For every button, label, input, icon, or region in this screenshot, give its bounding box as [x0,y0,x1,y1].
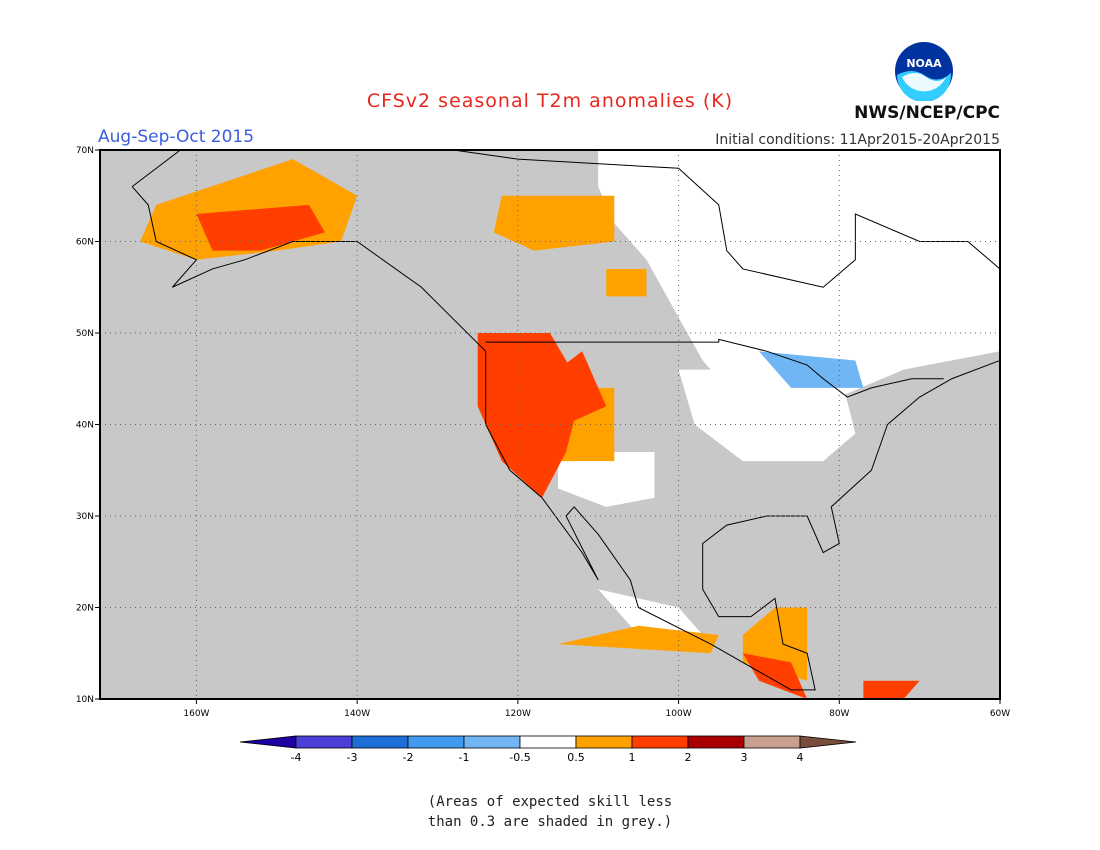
gridlines [100,150,1000,699]
legend-arrow-high [799,735,857,749]
orange-region-manitoba [606,268,647,297]
legend-label: -0.5 [509,751,530,764]
legend-box [407,735,465,749]
white-region-canada [598,150,1000,416]
lon-tick-label: 140W [344,709,370,719]
logo-text: NOAA [906,57,942,70]
legend-arrow-low [240,735,297,749]
lon-tick-label: 160W [183,709,209,719]
lat-tick-label: 60N [76,238,94,248]
legend-box [351,735,409,749]
orange-region-nwt [493,195,615,251]
noaa-logo: NOAA [895,42,953,101]
logo-gull [902,73,946,92]
agency-label: NWS/NCEP/CPC [854,103,1000,123]
red-region-colombia [863,680,920,699]
orange-region-pacific-mexico [558,625,719,654]
legend-box [519,735,577,749]
us-canada-border [485,338,944,398]
lon-tick-label: 80W [829,709,849,719]
red-region-great-basin [533,351,607,425]
lon-tick-label: 120W [505,709,531,719]
legend-box [687,735,745,749]
lon-tick-label: 100W [666,709,692,719]
lat-tick-label: 70N [76,146,94,156]
coastline [131,149,1001,691]
footnote-line-1: (Areas of expected skill less [427,794,673,810]
skill-footnote: (Areas of expected skill less than 0.3 a… [0,792,1100,832]
legend-labels: -4 -3 -2 -1 -0.5 0.5 1 2 3 4 [291,751,804,764]
blue-region-great-lakes [758,351,864,388]
color-legend: -4 -3 -2 -1 -0.5 0.5 1 2 3 4 [240,735,857,764]
axis-ticks: 160W 140W 120W 100W 80W 60W 70N 60N 50N 40N 30N 20N… [76,146,1010,719]
lon-tick-label: 60W [990,709,1010,719]
legend-label: 3 [741,751,748,764]
red-region-honduras [742,653,808,699]
map-title: CFSv2 seasonal T2m anomalies (K) [366,90,734,112]
legend-box [463,735,521,749]
lat-tick-label: 40N [76,421,94,431]
legend-box [575,735,633,749]
legend-label: -4 [291,751,302,764]
legend-box [743,735,801,749]
legend-boxes [240,735,857,749]
footnote-line-2: than 0.3 are shaded in grey.) [427,814,673,830]
lat-tick-label: 10N [76,695,94,705]
legend-label: -2 [403,751,414,764]
season-label: Aug-Sep-Oct 2015 [98,127,255,147]
lat-tick-label: 30N [76,512,94,522]
white-region-southwest [558,451,655,507]
legend-label: 1 [629,751,636,764]
legend-label: 0.5 [567,751,585,764]
legend-box [631,735,689,749]
legend-label: -1 [459,751,470,764]
legend-box [295,735,353,749]
legend-label: 2 [685,751,692,764]
legend-label: -3 [347,751,358,764]
white-region-east [678,369,856,462]
lat-tick-label: 20N [76,604,94,614]
legend-label: 4 [797,751,804,764]
lat-tick-label: 50N [76,329,94,339]
red-region-alaska [196,204,325,251]
initial-conditions-label: Initial conditions: 11Apr2015-20Apr2015 [715,132,1000,148]
